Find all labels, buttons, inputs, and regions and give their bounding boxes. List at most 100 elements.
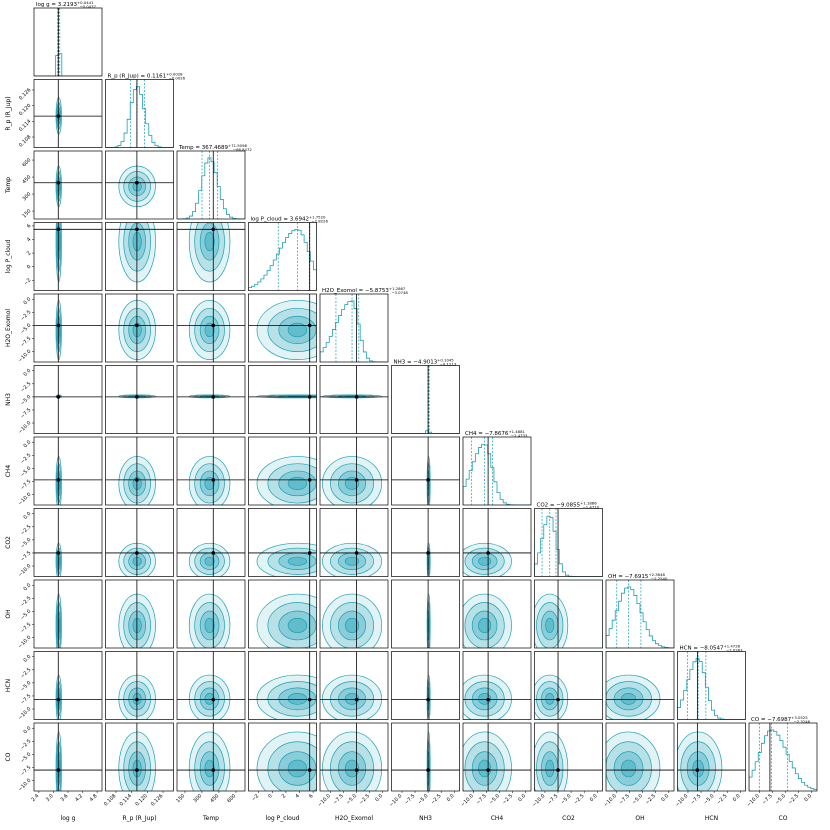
truth-point <box>307 323 312 328</box>
panel-frame <box>33 722 103 792</box>
y-tick-label: −10.0 <box>17 420 32 435</box>
contour <box>344 759 360 778</box>
panel-frame <box>248 365 317 434</box>
panel <box>34 508 102 577</box>
contour <box>606 681 652 717</box>
histogram <box>177 157 245 219</box>
panel-frame <box>33 579 103 649</box>
contour <box>256 674 317 720</box>
panel-frame <box>33 79 103 148</box>
panel <box>177 437 245 505</box>
histogram <box>105 86 174 148</box>
panel <box>391 651 460 720</box>
x-tick-label: −5.0 <box>488 793 501 806</box>
contour <box>267 681 317 717</box>
panel <box>248 222 317 291</box>
contour <box>188 222 231 283</box>
contour <box>534 674 569 720</box>
histogram <box>749 729 817 791</box>
panel <box>177 651 245 720</box>
panel-frame <box>105 79 174 148</box>
truth-point <box>486 551 490 555</box>
y-tick-label: 450 <box>21 174 32 185</box>
panel-frame <box>319 651 389 720</box>
panel <box>105 294 174 362</box>
panel <box>463 580 512 648</box>
panel-frame <box>248 436 317 506</box>
y-tick-label: −5.0 <box>20 752 33 765</box>
y-tick-label: 6 <box>26 223 32 229</box>
truth-point <box>56 114 61 118</box>
contour <box>267 307 317 352</box>
panel-frame <box>677 722 746 792</box>
panel <box>248 437 317 505</box>
panel-frame <box>391 722 460 792</box>
y-tick-label: 0.120 <box>18 103 32 117</box>
panel <box>118 580 156 648</box>
x-tick-label: 3.0 <box>45 793 55 803</box>
x-tick-label: 2.4 <box>30 793 40 803</box>
contour <box>337 470 367 497</box>
panel <box>606 731 674 791</box>
panel-title: HCN = −8.0547+1.4728 −2.0263 <box>680 644 744 653</box>
truth-point <box>135 323 139 328</box>
contour <box>463 674 512 720</box>
x-tick-label: −10.0 <box>460 793 475 808</box>
panel-frame <box>248 293 317 363</box>
title-text: CO = −7.6987 <box>751 717 792 723</box>
panel-frame <box>748 722 818 792</box>
panel-frame <box>605 579 675 649</box>
err-minus: −1.4710 <box>583 505 600 510</box>
truth-point <box>211 227 216 232</box>
contour <box>536 681 564 717</box>
panel-frame <box>248 222 317 291</box>
err-plus: +0.0028 <box>166 72 183 77</box>
contour <box>256 593 317 648</box>
x-tick-label: −10.0 <box>317 793 332 808</box>
contour <box>471 610 498 641</box>
y-tick-label: 0.0 <box>23 296 33 306</box>
err-minus: −2.8226 <box>311 219 328 224</box>
y-tick-label: 0.126 <box>18 87 32 101</box>
y-tick-label: 0.108 <box>18 134 32 148</box>
panel-frame <box>605 722 675 792</box>
truth-point <box>56 551 61 555</box>
histogram <box>34 53 102 76</box>
panel <box>177 723 245 791</box>
x-tick-label: −2.5 <box>430 793 443 806</box>
panel <box>105 222 174 291</box>
panel <box>534 508 603 577</box>
x-tick-label: 4 <box>294 793 300 799</box>
panel-frame <box>462 508 532 577</box>
y-tick-label: −10.0 <box>17 635 32 650</box>
y-tick-label: −2.5 <box>20 595 33 608</box>
contour <box>199 222 220 261</box>
x-tick-label: −2.5 <box>644 793 657 806</box>
histogram <box>248 228 317 291</box>
y-tick-label: 0.0 <box>23 511 33 521</box>
contour <box>278 610 317 641</box>
contour <box>545 617 555 634</box>
contour <box>256 299 317 360</box>
truth-point <box>56 395 61 399</box>
x-tick-label: 0.0 <box>660 793 670 803</box>
err-plus: +0.0441 <box>77 0 94 5</box>
contour <box>536 602 564 648</box>
panel <box>34 8 102 76</box>
contour <box>613 687 644 711</box>
x-tick-label: 4.2 <box>74 793 84 803</box>
y-tick-label: −7.5 <box>20 550 33 563</box>
x-axis-label: R_p (R_Jup) <box>122 815 156 822</box>
panel-frame <box>248 651 317 720</box>
panel-frame <box>462 436 532 506</box>
truth-point <box>135 551 139 555</box>
x-tick-label: −2.5 <box>501 793 514 806</box>
panel <box>55 580 62 648</box>
contour <box>330 681 375 717</box>
x-tick-label: 600 <box>226 793 237 804</box>
panel-frame <box>176 293 246 363</box>
truth-point <box>135 180 139 185</box>
panel-title: CO2 = −9.0855+1.1886 −1.4710 <box>537 501 600 510</box>
truth-point <box>695 768 700 772</box>
x-tick-label: 0.0 <box>589 793 599 803</box>
